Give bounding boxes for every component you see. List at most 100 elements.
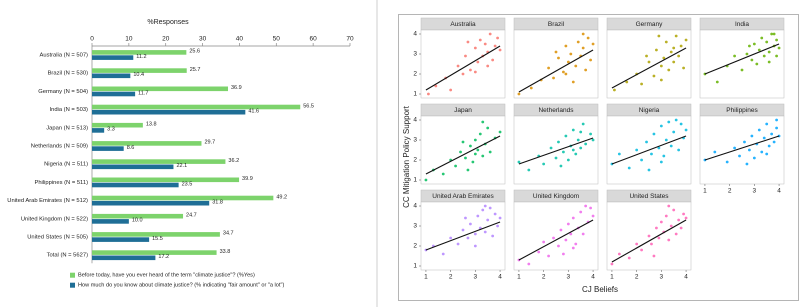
x-tick-label: 60 (310, 36, 318, 43)
point (461, 72, 465, 76)
point (466, 40, 470, 44)
point (664, 40, 668, 44)
point (559, 228, 563, 232)
point (554, 50, 558, 54)
point (581, 46, 585, 50)
point (635, 242, 639, 246)
point (777, 46, 781, 50)
point (571, 216, 575, 220)
bar (92, 68, 187, 73)
point (657, 34, 661, 38)
trend-line (518, 49, 594, 93)
point (640, 248, 643, 252)
point (645, 140, 648, 144)
point (760, 36, 764, 40)
point (562, 252, 565, 256)
point (775, 118, 778, 122)
point (617, 152, 621, 156)
point (574, 64, 578, 68)
x-tick-label: 1 (610, 274, 614, 281)
point (757, 48, 761, 52)
trend-line (425, 45, 501, 91)
bar (92, 232, 220, 237)
trend-line (704, 135, 780, 161)
trend-line (425, 135, 501, 175)
point (677, 148, 681, 152)
value-label: 11.7 (138, 90, 148, 96)
point (564, 72, 568, 76)
strip-label: Nigeria (639, 107, 660, 114)
point (767, 60, 771, 64)
point (657, 146, 661, 150)
point (682, 212, 685, 216)
point (564, 238, 568, 242)
point (579, 146, 583, 150)
point (682, 66, 685, 70)
point (775, 54, 778, 58)
value-label: 56.5 (303, 103, 314, 109)
point (684, 38, 688, 42)
value-label: 25.7 (190, 67, 201, 73)
point (473, 46, 477, 50)
point (441, 172, 445, 176)
point (652, 74, 656, 78)
point (466, 236, 470, 240)
value-label: 25.6 (189, 49, 200, 55)
value-label: 8.6 (127, 145, 135, 151)
x-axis-title: CJ Beliefs (582, 285, 618, 294)
point (772, 140, 776, 144)
point (755, 62, 759, 66)
x-tick-label: 40 (236, 36, 244, 43)
point (449, 88, 453, 92)
point (765, 40, 769, 44)
point (461, 140, 465, 144)
bar (92, 213, 184, 219)
value-label: 17.2 (158, 254, 169, 260)
category-label: United Kingdom (N = 522) (21, 216, 88, 222)
point (765, 122, 769, 126)
point (760, 150, 764, 154)
point (478, 132, 482, 136)
point (537, 250, 541, 254)
point (589, 206, 592, 210)
point (576, 138, 580, 142)
point (674, 232, 678, 236)
point (559, 164, 563, 168)
point (745, 162, 749, 166)
point (627, 256, 631, 260)
panel (513, 115, 599, 185)
strip-label: United Kingdom (533, 193, 579, 200)
category-label: India (N = 503) (49, 107, 88, 113)
strip-label: Netherlands (538, 107, 574, 114)
point (542, 240, 546, 244)
x-tick-label: 1 (517, 274, 521, 281)
point (647, 168, 651, 172)
value-label: 36.2 (228, 158, 239, 164)
point (476, 148, 480, 152)
category-label: Total (N = 5627) (47, 253, 88, 259)
bar (92, 141, 202, 146)
point (574, 152, 578, 156)
value-label: 24.7 (186, 212, 197, 218)
category-label: Netherlands (N = 509) (31, 144, 88, 150)
point (491, 58, 495, 62)
point (667, 238, 671, 242)
point (547, 254, 550, 258)
point (591, 42, 595, 46)
point (576, 40, 580, 44)
point (748, 148, 751, 152)
legend-label: How much do you know about climate justi… (78, 283, 284, 289)
point (613, 88, 616, 92)
point (566, 158, 570, 162)
point (738, 154, 741, 158)
point (657, 236, 661, 240)
point (684, 128, 688, 132)
bar (92, 250, 217, 255)
point (664, 214, 668, 218)
point (441, 252, 445, 256)
point (647, 234, 651, 238)
point (581, 122, 585, 126)
trend-line (611, 47, 687, 89)
x-tick-label: 4 (498, 274, 502, 281)
bar (92, 237, 150, 242)
